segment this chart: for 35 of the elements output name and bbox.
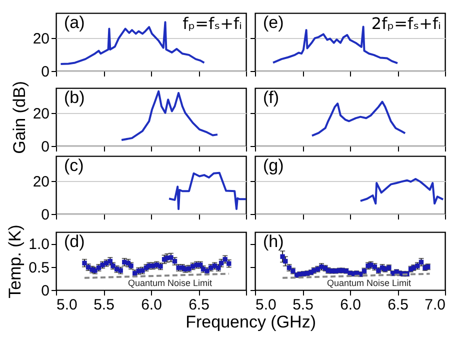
annotation: (h)	[263, 232, 284, 251]
annotation: (c)	[64, 156, 84, 175]
line-series	[168, 172, 247, 210]
line-series	[120, 90, 218, 142]
x-tick-label: 6.5	[188, 296, 210, 314]
annotation: Quantum Noise Limit	[326, 278, 412, 288]
y-tick-label: 0.5	[28, 259, 50, 276]
annotation: (f)	[263, 88, 280, 107]
annotation: 2fₚ=fₛ+fᵢ	[371, 14, 441, 33]
y-axis-title: Temp. (K)	[6, 224, 25, 298]
annotation: (d)	[64, 232, 85, 251]
annotation: (g)	[263, 156, 284, 175]
y-tick-label: 20	[32, 105, 50, 122]
annotation: fₚ=fₛ+fᵢ	[182, 14, 242, 33]
x-tick-label: 6.5	[388, 296, 408, 314]
y-axis-title: Gain (dB)	[10, 81, 29, 154]
y-tick-label: 0	[41, 282, 50, 300]
y-tick-label: 0	[41, 206, 50, 224]
x-tick-label: 5.5	[292, 296, 314, 314]
annotation: (e)	[263, 13, 284, 32]
x-tick-label: 7.0	[424, 296, 446, 314]
y-tick-label: 20	[32, 173, 50, 190]
y-tick-label: 1.0	[28, 236, 50, 254]
annotation: (b)	[64, 88, 85, 107]
x-axis-title: Frequency (GHz)	[186, 312, 316, 332]
y-tick-label: 20	[32, 30, 50, 48]
x-tick-label: 5.0	[256, 296, 276, 314]
annotation: Quantum Noise Limit	[128, 278, 213, 288]
annotation: (a)	[64, 13, 85, 32]
y-tick-label: 0	[41, 64, 50, 80]
x-tick-label: 6.0	[141, 296, 162, 314]
y-tick-label: 0	[41, 138, 50, 156]
x-tick-label: 5.0	[56, 296, 78, 314]
x-tick-label: 6.0	[340, 296, 361, 314]
x-tick-label: 5.5	[94, 296, 114, 314]
